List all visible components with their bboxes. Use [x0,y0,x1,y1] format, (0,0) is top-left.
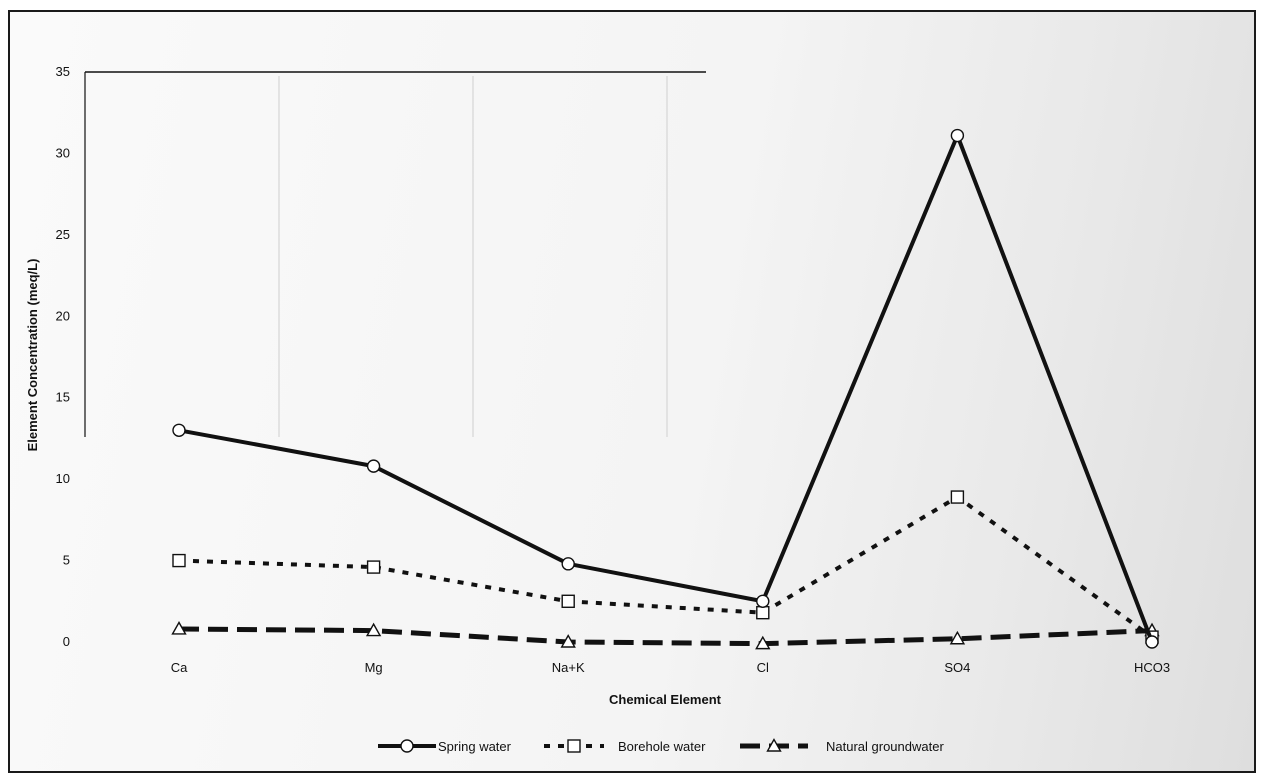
series-layer [171,128,1160,650]
x-tick-label: Ca [171,660,188,675]
borehole-water-point [366,560,381,574]
spring-water-point [366,459,381,473]
legend-label: Borehole water [618,739,706,754]
series-spring-water [172,128,1159,649]
borehole-water-point [561,594,575,608]
faint-background-lines [84,71,706,437]
natural-groundwater-point [949,630,966,645]
natural-groundwater-line [178,626,1153,647]
x-axis-ticks: Ca Mg Na+K Cl SO4 HCO3 [171,660,1170,675]
borehole-water-point [950,490,965,504]
legend-item-natural-groundwater: Natural groundwater [740,738,944,754]
series-natural-groundwater [171,621,1160,650]
borehole-water-line [178,495,1154,639]
natural-groundwater-point [755,635,771,650]
y-tick-label: 0 [63,634,70,649]
y-tick-label: 10 [56,471,70,486]
y-tick-label: 15 [56,390,70,405]
legend-label: Natural groundwater [826,739,944,754]
legend-item-borehole-water: Borehole water [544,739,706,754]
chart-frame [8,10,1256,773]
series-borehole-water [172,490,1159,644]
x-tick-label: Na+K [552,660,585,675]
y-tick-label: 25 [56,227,70,242]
spring-water-point [950,128,965,143]
x-tick-label: HCO3 [1134,660,1170,675]
legend-marker [400,739,414,753]
spring-water-point [1145,635,1159,649]
x-axis-title: Chemical Element [609,692,722,707]
y-tick-label: 30 [56,145,70,160]
y-axis-ticks: 0 5 10 15 20 25 30 35 [56,64,70,649]
legend: Spring water Borehole water Natural ground… [378,738,944,754]
y-tick-label: 5 [63,553,70,568]
y-tick-label: 20 [56,308,70,323]
spring-water-line [178,133,1154,643]
spring-water-point [561,557,575,571]
x-tick-label: SO4 [944,660,970,675]
spring-water-point [172,423,186,437]
legend-label: Spring water [438,739,512,754]
natural-groundwater-point [365,622,382,637]
x-tick-label: Mg [365,660,383,675]
x-tick-label: Cl [757,660,769,675]
borehole-water-point [172,553,186,568]
borehole-water-point [756,605,770,620]
y-tick-label: 35 [56,64,70,79]
legend-marker [567,739,581,753]
y-axis-title: Element Concentration (meq/L) [25,259,40,452]
legend-item-spring-water: Spring water [378,739,512,754]
legend-marker [766,738,782,752]
spring-water-point [756,594,770,608]
natural-groundwater-point [171,621,187,635]
natural-groundwater-point [560,634,576,648]
